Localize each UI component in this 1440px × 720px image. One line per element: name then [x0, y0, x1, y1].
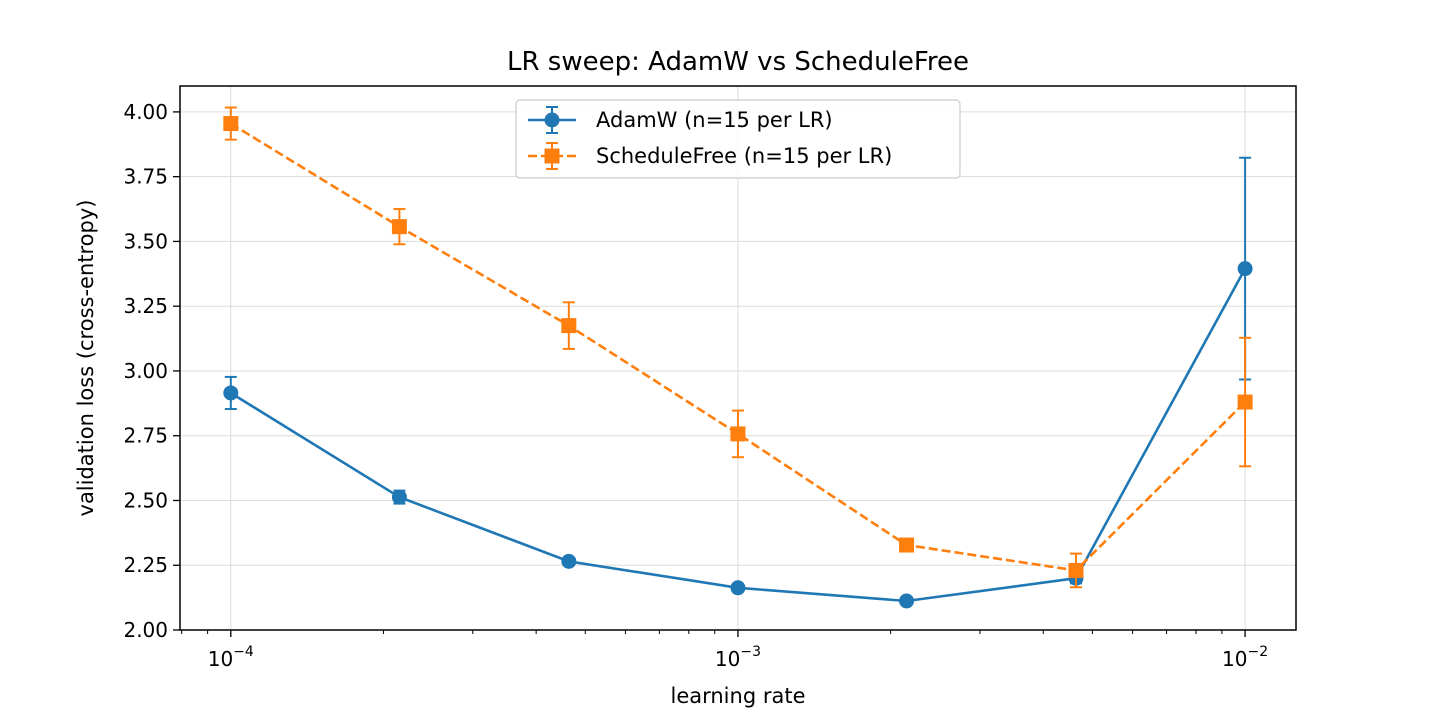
data-point — [730, 580, 746, 596]
x-axis-label: learning rate — [670, 684, 805, 708]
data-point — [1237, 261, 1253, 277]
data-point — [391, 219, 407, 235]
legend-marker — [544, 148, 560, 164]
legend: AdamW (n=15 per LR) ScheduleFree (n=15 pe… — [515, 99, 961, 179]
y-tick-label: 2.25 — [123, 553, 168, 577]
legend-label: ScheduleFree (n=15 per LR) — [596, 144, 892, 168]
legend-label: AdamW (n=15 per LR) — [596, 108, 833, 132]
data-point — [899, 537, 915, 553]
series-layer — [223, 106, 1253, 609]
data-point — [223, 116, 239, 132]
y-tick-label: 2.00 — [123, 618, 168, 642]
y-tick-label: 2.75 — [123, 424, 168, 448]
x-tick-label: 10−3 — [715, 644, 761, 671]
data-point — [561, 318, 577, 334]
x-tick-label: 10−4 — [208, 644, 254, 671]
data-point — [561, 553, 577, 569]
x-tick-label: 10−2 — [1222, 644, 1268, 671]
y-tick-label: 3.50 — [123, 229, 168, 253]
legend-marker — [544, 112, 560, 128]
y-tick-label: 3.75 — [123, 165, 168, 189]
data-point — [223, 385, 239, 401]
y-tick-label: 2.50 — [123, 488, 168, 512]
legend-box — [515, 99, 961, 179]
data-point — [1237, 394, 1253, 410]
y-tick-label: 4.00 — [123, 100, 168, 124]
axes: 2.00 2.25 2.50 2.75 3.00 3.25 3.50 3.75 4.00 10−4… — [123, 100, 1268, 671]
data-point — [730, 426, 746, 442]
y-axis-label: validation loss (cross-entropy) — [74, 200, 98, 517]
data-point — [1068, 562, 1084, 578]
grid — [180, 86, 1296, 631]
chart-title: LR sweep: AdamW vs ScheduleFree — [507, 47, 969, 77]
data-point — [391, 489, 407, 505]
y-tick-label: 3.25 — [123, 294, 168, 318]
data-point — [899, 593, 915, 609]
y-tick-label: 3.00 — [123, 359, 168, 383]
